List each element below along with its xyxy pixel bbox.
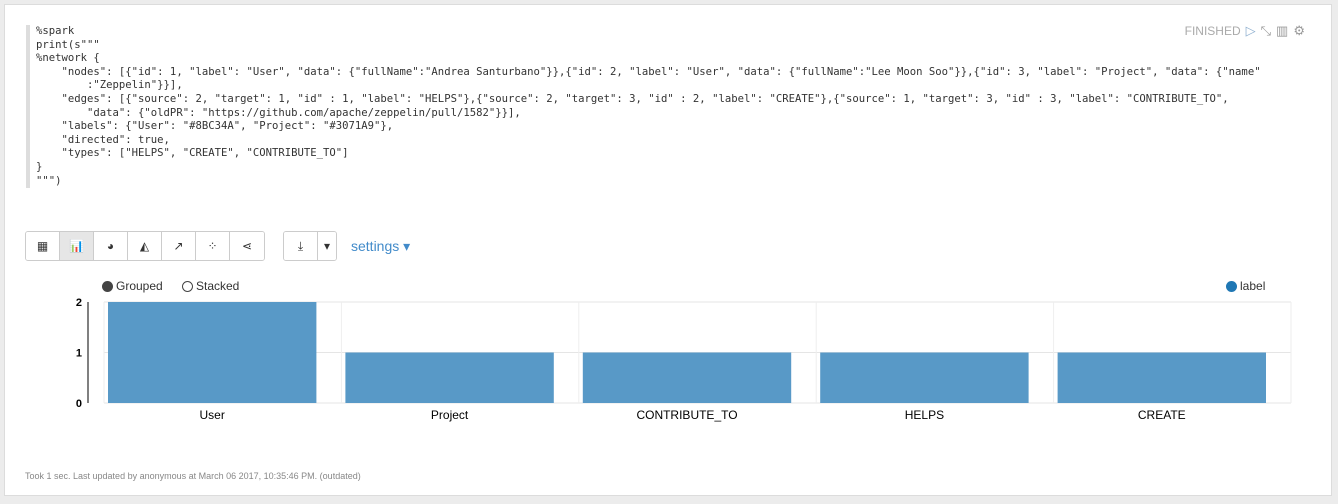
- code-line: }: [36, 160, 43, 173]
- scatter-chart-button[interactable]: ⁘: [196, 232, 230, 260]
- bar: [1057, 352, 1266, 403]
- bar: [108, 302, 317, 403]
- legend-dot-icon: [1226, 280, 1237, 292]
- line-chart-button[interactable]: ↗: [162, 232, 196, 260]
- view-buttons: ▦ 📊 ◕ ◭ ↗ ⁘ ⋖: [25, 231, 265, 261]
- gear-icon[interactable]: ⚙: [1293, 23, 1305, 38]
- bar: [345, 352, 554, 403]
- radio-empty-icon: [182, 280, 193, 292]
- bar: [582, 352, 792, 403]
- table-view-button[interactable]: ▦: [26, 232, 60, 260]
- run-icon[interactable]: ▷: [1245, 23, 1256, 38]
- code-line: "directed": true,: [36, 133, 170, 146]
- bar: [820, 352, 1029, 403]
- book-icon[interactable]: ▥: [1276, 23, 1289, 38]
- paragraph: %spark print(s""" %network { "nodes": [{"i…: [4, 4, 1332, 496]
- x-tick-label: CREATE: [1138, 408, 1186, 422]
- line-chart-icon: ↗: [173, 239, 184, 253]
- footer-status: Took 1 sec. Last updated by anonymous at…: [25, 471, 361, 481]
- pie-chart-icon: ◕: [106, 239, 115, 253]
- network-icon: ⋖: [241, 239, 253, 253]
- scatter-chart-icon: ⁘: [207, 239, 218, 253]
- code-line: "data": {"oldPR": "https://github.com/ap…: [36, 106, 521, 119]
- stacked-label: Stacked: [196, 279, 240, 293]
- radio-selected-icon: [102, 280, 113, 292]
- download-button[interactable]: ⤓: [284, 232, 318, 260]
- code-line: %spark: [36, 25, 75, 37]
- code-line: %network {: [36, 52, 100, 65]
- status-label: FINISHED: [1184, 24, 1241, 38]
- caret-down-icon: ▾: [323, 239, 331, 253]
- paragraph-controls: FINISHED ▷ ⤡ ▥ ⚙: [1185, 23, 1305, 39]
- area-chart-button[interactable]: ◭: [128, 232, 162, 260]
- code-line: """): [36, 174, 62, 187]
- pie-chart-button[interactable]: ◕: [94, 232, 128, 260]
- code-line: "labels": {"User": "#8BC34A", "Project":…: [36, 120, 394, 133]
- bar-chart-icon: 📊: [69, 239, 84, 253]
- settings-label: settings: [351, 237, 400, 254]
- x-tick-label: User: [200, 408, 225, 422]
- code-line: "types": ["HELPS", "CREATE", "CONTRIBUTE…: [36, 147, 349, 160]
- grouped-radio[interactable]: Grouped: [102, 279, 163, 293]
- hide-editor-icon[interactable]: ⤡: [1260, 23, 1272, 38]
- grouped-label: Grouped: [116, 279, 163, 293]
- y-tick-label: 1: [76, 348, 82, 360]
- y-tick-label: 2: [76, 297, 82, 309]
- download-group: ⤓ ▾: [283, 231, 337, 261]
- visualization-toolbar: ▦ 📊 ◕ ◭ ↗ ⁘ ⋖ ⤓ ▾ settings ▾: [25, 231, 410, 261]
- code-line: "nodes": [{"id": 1, "label": "User", "da…: [36, 65, 1261, 78]
- download-icon: ⤓: [297, 238, 304, 253]
- stacked-radio[interactable]: Stacked: [182, 279, 239, 293]
- area-chart-icon: ◭: [139, 239, 150, 253]
- x-tick-label: CONTRIBUTE_TO: [636, 408, 737, 422]
- code-line: :"Zeppelin"}}],: [36, 79, 183, 92]
- series-legend[interactable]: label: [1226, 279, 1265, 293]
- x-tick-label: Project: [431, 408, 469, 422]
- x-tick-label: HELPS: [905, 408, 944, 422]
- settings-dropdown[interactable]: settings ▾: [351, 237, 411, 254]
- y-tick-label: 0: [76, 398, 82, 410]
- code-line: "edges": [{"source": 2, "target": 1, "id…: [36, 92, 1229, 105]
- code-editor[interactable]: %spark print(s""" %network { "nodes": [{"i…: [26, 25, 1261, 189]
- code-line: print(s""": [36, 38, 100, 51]
- bar-chart: 0 1 2 User Project CONTRIBUTE_TO HELPS CREATE: [76, 297, 1292, 422]
- bar-chart-button[interactable]: 📊: [60, 232, 94, 260]
- legend-label: label: [1240, 279, 1266, 293]
- network-button[interactable]: ⋖: [230, 232, 264, 260]
- table-icon: ▦: [36, 239, 49, 253]
- download-dropdown-button[interactable]: ▾: [318, 232, 336, 260]
